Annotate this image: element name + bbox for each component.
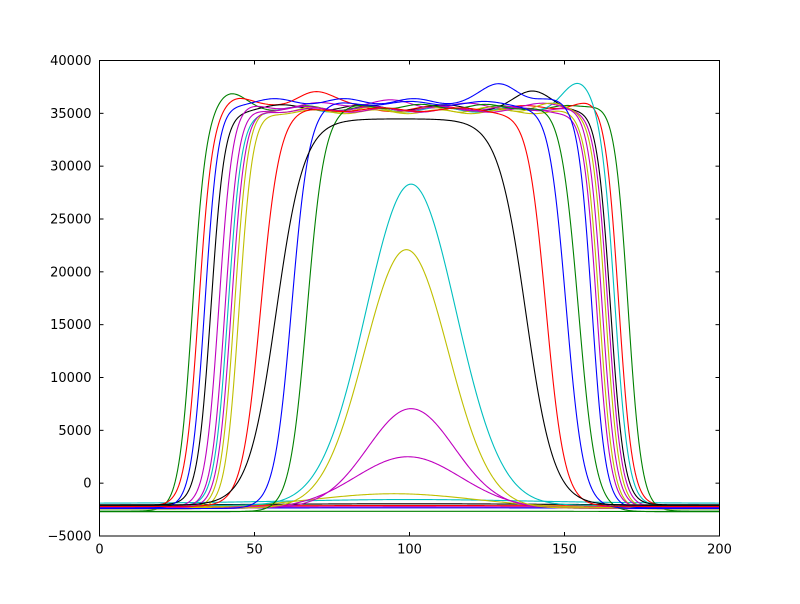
x-tick-label: 50 (246, 543, 263, 558)
y-tick-label: 0 (83, 477, 91, 492)
y-tick-label: 30000 (50, 160, 91, 175)
x-tick-label: 150 (552, 543, 577, 558)
x-tick-label: 100 (397, 543, 422, 558)
y-tick-label: 25000 (50, 213, 91, 228)
x-tick-label: 0 (95, 543, 103, 558)
y-tick-label: 20000 (50, 265, 91, 280)
y-tick-label: 35000 (50, 107, 91, 122)
y-tick-label: 15000 (50, 318, 91, 333)
plot-area (100, 61, 720, 537)
y-tick-label: 40000 (50, 54, 91, 69)
y-tick-label: −5000 (48, 530, 92, 545)
y-tick-label: 10000 (50, 371, 91, 386)
x-tick-label: 200 (707, 543, 732, 558)
y-tick-label: 5000 (58, 424, 91, 439)
